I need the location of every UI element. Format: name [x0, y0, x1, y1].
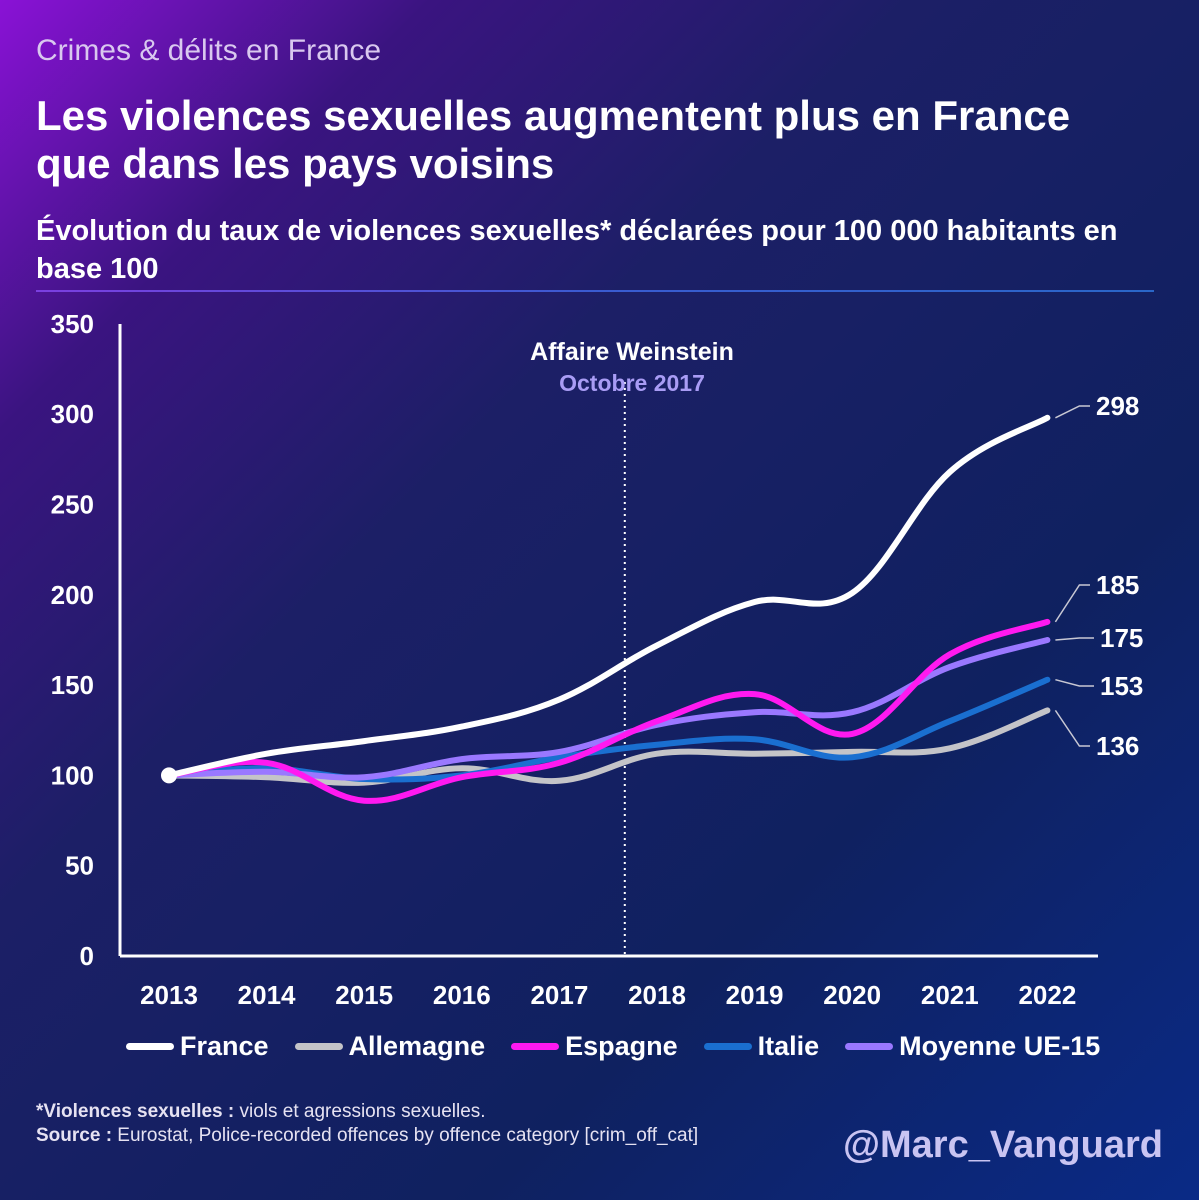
- series-line-moyenne-ue-15: [166, 637, 1051, 781]
- legend-label: Espagne: [565, 1030, 678, 1061]
- series-lines: [161, 414, 1051, 804]
- source-note: Source : Eurostat, Police-recorded offen…: [36, 1124, 736, 1148]
- author-handle: @Marc_Vanguard: [842, 1124, 1163, 1166]
- legend-swatch: [703, 1042, 752, 1050]
- legend-label: Italie: [757, 1030, 820, 1061]
- legend-swatch: [511, 1042, 560, 1050]
- legend-swatch: [126, 1042, 174, 1050]
- x-tick-label: 2021: [921, 980, 979, 1010]
- y-tick-label: 350: [51, 309, 94, 339]
- x-tick-label: 2019: [726, 980, 784, 1010]
- legend-label: France: [180, 1030, 269, 1061]
- end-value-label: 298: [1096, 391, 1139, 421]
- axes: 0 50 100 150 200 250 300 350 2013 2014 2015 2016 201…: [51, 309, 1098, 1010]
- series-line-espagne: [166, 618, 1051, 804]
- header-divider: [36, 290, 1154, 292]
- end-value-label: 185: [1096, 570, 1139, 600]
- annotation-layer: Affaire Weinstein Octobre 2017: [530, 338, 734, 956]
- definition-note: *Violences sexuelles : viols et agressio…: [36, 1100, 736, 1124]
- source-text: Eurostat, Police-recorded offences by of…: [112, 1125, 699, 1146]
- x-tick-label: 2014: [238, 980, 296, 1010]
- series-line-allemagne: [166, 707, 1051, 786]
- y-tick-label: 300: [51, 399, 94, 429]
- x-tick-label: 2020: [823, 980, 881, 1010]
- y-tick-label: 250: [51, 490, 94, 520]
- y-tick-label: 50: [65, 851, 94, 881]
- end-value-label: 136: [1096, 731, 1139, 761]
- end-label-leader: [1055, 678, 1094, 687]
- line-chart: Affaire Weinstein Octobre 2017 0 50 100 150 2…: [51, 309, 1144, 1010]
- end-value-label: 153: [1100, 671, 1143, 701]
- end-labels: 298 185 175 153 136: [1054, 391, 1143, 761]
- chart-subtitle: Évolution du taux de violences sexuelles…: [36, 215, 1118, 285]
- end-label-leader: [1054, 709, 1090, 747]
- legend-item: France: [126, 1031, 269, 1062]
- end-label-leader: [1054, 584, 1090, 623]
- y-tick-label: 100: [51, 760, 94, 790]
- kicker-text: Crimes & délits en France: [36, 34, 382, 67]
- legend-label: Moyenne UE-15: [899, 1030, 1101, 1061]
- end-value-label: 175: [1100, 623, 1143, 653]
- legend-item: Espagne: [511, 1031, 678, 1062]
- definition-label: *Violences sexuelles :: [36, 1101, 235, 1122]
- footnote: *Violences sexuelles : viols et agressio…: [36, 1100, 736, 1148]
- x-tick-label: 2013: [140, 980, 198, 1010]
- y-tick-label: 0: [80, 941, 94, 971]
- source-label: Source :: [36, 1125, 113, 1146]
- chart-title: Les violences sexuelles augmentent plus …: [36, 92, 1071, 187]
- legend-item: Allemagne: [294, 1030, 486, 1062]
- legend: France Allemagne Espagne Italie Moyenne UE-1…: [126, 1028, 1126, 1064]
- series-line-france: [166, 414, 1051, 779]
- x-tick-label: 2017: [530, 980, 588, 1010]
- series-line-italie: [166, 676, 1051, 783]
- end-label-leader: [1055, 637, 1094, 641]
- y-tick-label: 200: [51, 580, 94, 610]
- legend-item: Moyenne UE-15: [845, 1031, 1100, 1062]
- annotation-title: Affaire Weinstein: [530, 338, 734, 366]
- end-label-leader: [1055, 405, 1090, 419]
- x-tick-label: 2022: [1018, 980, 1076, 1010]
- x-tick-label: 2018: [628, 980, 686, 1010]
- legend-label: Allemagne: [348, 1030, 486, 1061]
- x-tick-label: 2016: [433, 980, 491, 1010]
- base-100-point: [161, 767, 177, 784]
- legend-swatch: [845, 1042, 894, 1050]
- definition-text: viols et agressions sexuelles.: [234, 1101, 486, 1122]
- annotation-subtitle: Octobre 2017: [559, 370, 705, 396]
- legend-item: Italie: [703, 1030, 820, 1062]
- legend-swatch: [294, 1042, 343, 1050]
- x-tick-label: 2015: [335, 980, 393, 1010]
- y-tick-label: 150: [51, 670, 94, 700]
